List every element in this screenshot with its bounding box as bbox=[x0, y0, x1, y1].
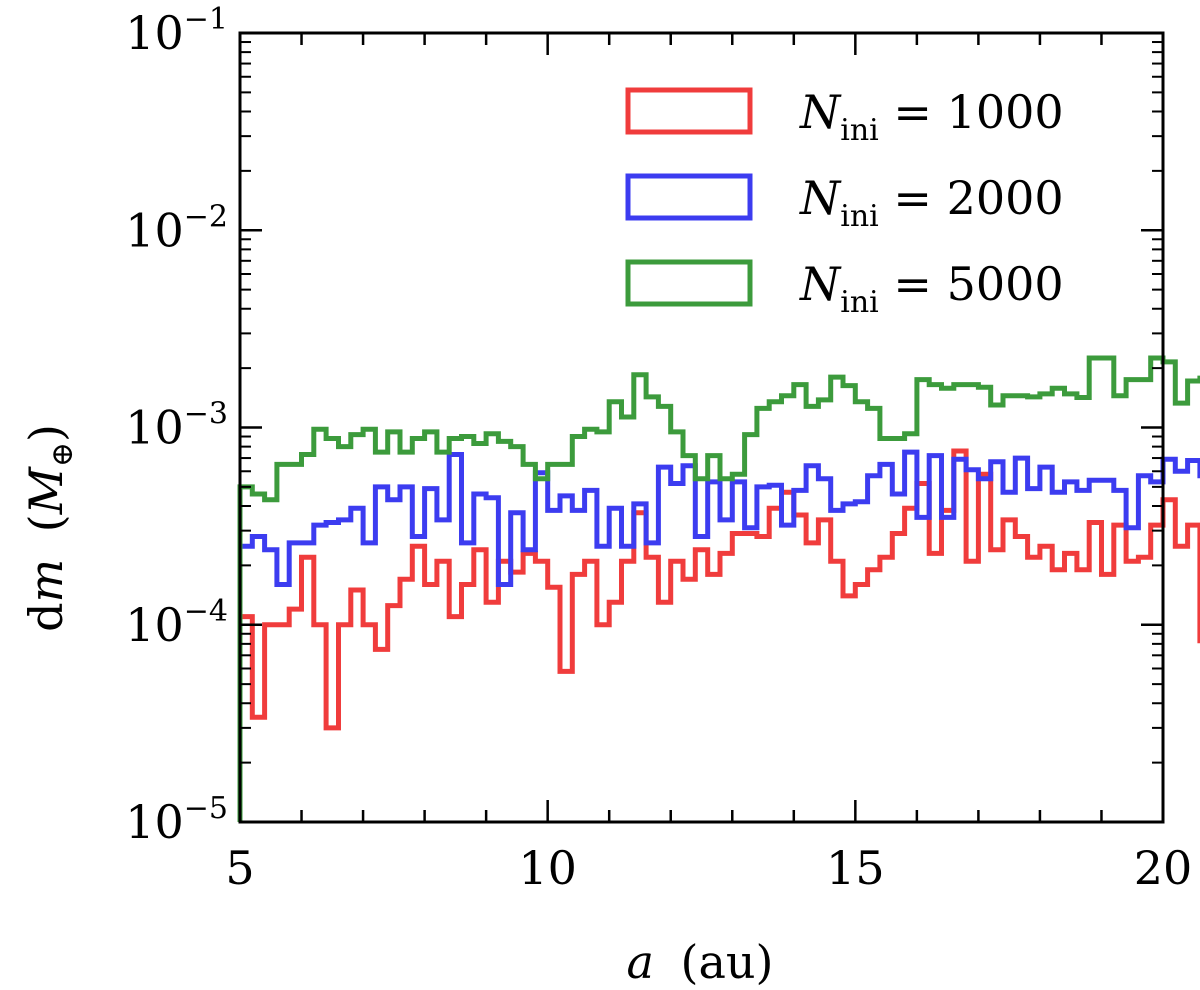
y-axis-mass-symbol: M bbox=[19, 465, 73, 515]
plot-frame bbox=[238, 31, 1165, 824]
y-tick-label: 10−2 bbox=[125, 199, 228, 257]
legend-label-1000: Nini = 1000 bbox=[799, 85, 1064, 148]
y-tick-base: 10 bbox=[125, 401, 184, 455]
y-tick-base: 10 bbox=[125, 6, 184, 60]
y-tick-base: 10 bbox=[125, 598, 184, 652]
y-axis-paren-close: ) bbox=[19, 424, 73, 442]
legend-swatch-5000 bbox=[625, 259, 753, 307]
y-tick-exponent: −5 bbox=[184, 791, 228, 826]
y-tick-exponent: −3 bbox=[184, 397, 228, 432]
y-tick-base: 10 bbox=[125, 203, 184, 257]
series-2000-step-line bbox=[237, 449, 1200, 822]
legend-label-2000: Nini = 2000 bbox=[799, 171, 1064, 234]
x-axis-label: a (au) bbox=[626, 935, 773, 989]
y-axis-label: dm (M⊕) bbox=[19, 424, 80, 632]
y-axis-mass-subscript: ⊕ bbox=[45, 442, 80, 467]
x-tick-label: 20 bbox=[1134, 841, 1193, 895]
series-layer bbox=[237, 355, 1200, 822]
y-axis-prefix: d bbox=[19, 602, 73, 631]
x-tick-label: 5 bbox=[225, 841, 254, 895]
y-tick-exponent: −4 bbox=[184, 594, 228, 629]
y-tick-exponent: −2 bbox=[184, 199, 228, 234]
legend-label-5000: Nini = 5000 bbox=[799, 257, 1064, 320]
legend-swatch-2000 bbox=[625, 173, 753, 221]
y-tick-base: 10 bbox=[125, 795, 184, 849]
y-tick-label: 10−5 bbox=[125, 791, 228, 849]
series-1000-step-line bbox=[237, 448, 1200, 822]
y-tick-label: 10−3 bbox=[125, 397, 228, 455]
legend-swatch-1000 bbox=[625, 87, 753, 135]
legend: Nini = 1000 Nini = 2000 Nini = 5000 bbox=[625, 85, 1064, 320]
y-tick-label: 10−1 bbox=[125, 2, 228, 60]
y-axis-var: m bbox=[19, 559, 73, 603]
x-axis-unit: (au) bbox=[681, 935, 774, 989]
x-axis-var: a bbox=[626, 935, 653, 989]
y-tick-label: 10−4 bbox=[125, 594, 228, 652]
y-tick-exponent: −1 bbox=[184, 2, 228, 37]
x-tick-label: 10 bbox=[518, 841, 577, 895]
series-5000-step-line bbox=[237, 355, 1200, 822]
x-tick-label: 15 bbox=[826, 841, 885, 895]
y-axis-paren-open: ( bbox=[19, 514, 73, 532]
